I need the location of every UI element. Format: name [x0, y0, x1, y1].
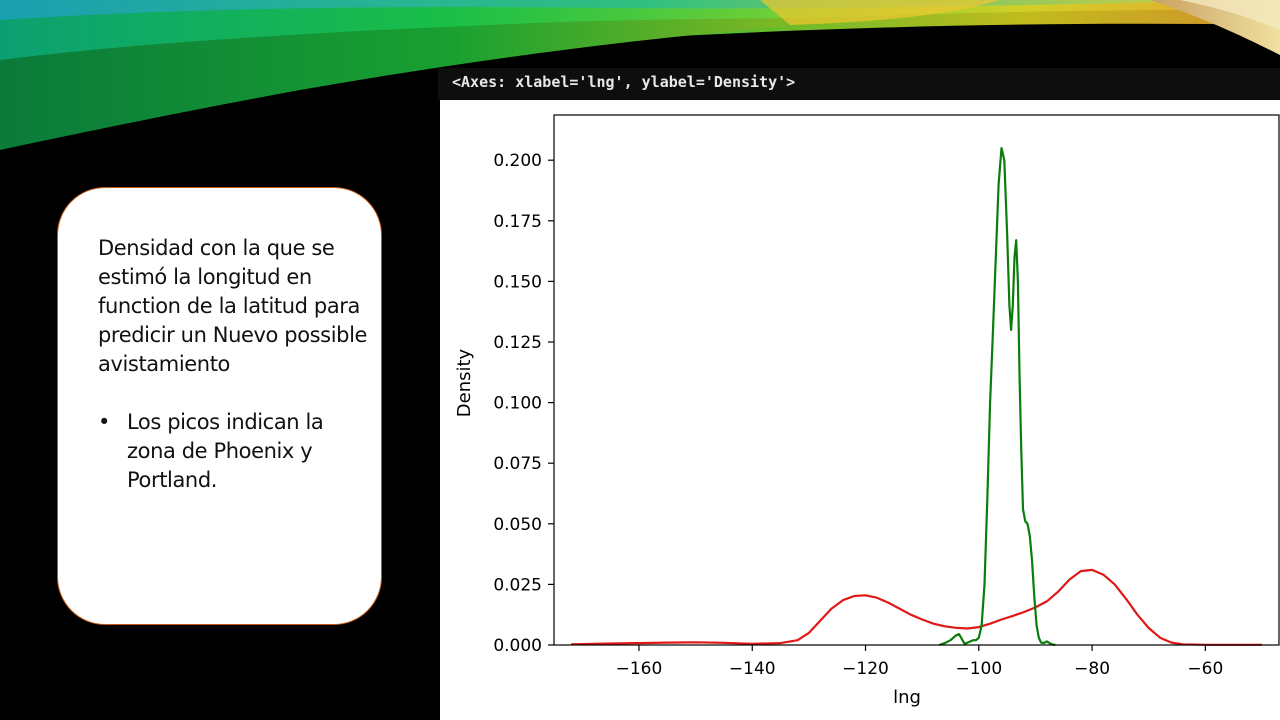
x-tick-label: −100 [955, 659, 1002, 679]
y-tick-label: 0.150 [493, 272, 542, 292]
x-tick-label: −60 [1187, 659, 1223, 679]
axes-frame [553, 114, 1280, 646]
description-textbox: Densidad con la que se estimó la longitu… [57, 187, 382, 625]
y-tick-label: 0.200 [493, 151, 542, 171]
y-tick-label: 0.000 [493, 636, 542, 656]
red-density-line [570, 568, 1262, 646]
bullet-dot-icon: • [98, 410, 110, 434]
bullet-list: • Los picos indican la zona de Phoenix y … [98, 408, 373, 495]
bullet-item: • Los picos indican la zona de Phoenix y … [98, 408, 373, 495]
axes-repr-text: <Axes: xlabel='lng', ylabel='Density'> [452, 73, 796, 91]
description-paragraph: Densidad con la que se estimó la longitu… [98, 236, 368, 376]
x-tick-label: −160 [616, 659, 663, 679]
bullet-text: Los picos indican la zona de Phoenix y P… [127, 410, 324, 492]
x-tick-label: −140 [729, 659, 776, 679]
density-chart: −160 −140 −120 −100 −80 −60 0.000 0.025 0.050 0.0… [454, 114, 1280, 708]
y-tick-label: 0.050 [493, 515, 542, 535]
notebook-output-header: <Axes: xlabel='lng', ylabel='Density'> [438, 68, 1280, 100]
y-tick-label: 0.100 [493, 394, 542, 414]
x-axis-label: lng [893, 687, 921, 708]
plot-area: −160 −140 −120 −100 −80 −60 0.000 0.025 0.050 0.0… [440, 100, 1280, 720]
green-density-line [938, 147, 1056, 647]
x-tick-label: −120 [842, 659, 889, 679]
y-tick-label: 0.125 [493, 333, 542, 353]
x-tick-label: −80 [1074, 659, 1110, 679]
y-tick-label: 0.025 [493, 575, 542, 595]
y-axis-label: Density [454, 348, 475, 417]
y-tick-label: 0.075 [493, 454, 542, 474]
y-tick-label: 0.175 [493, 212, 542, 232]
